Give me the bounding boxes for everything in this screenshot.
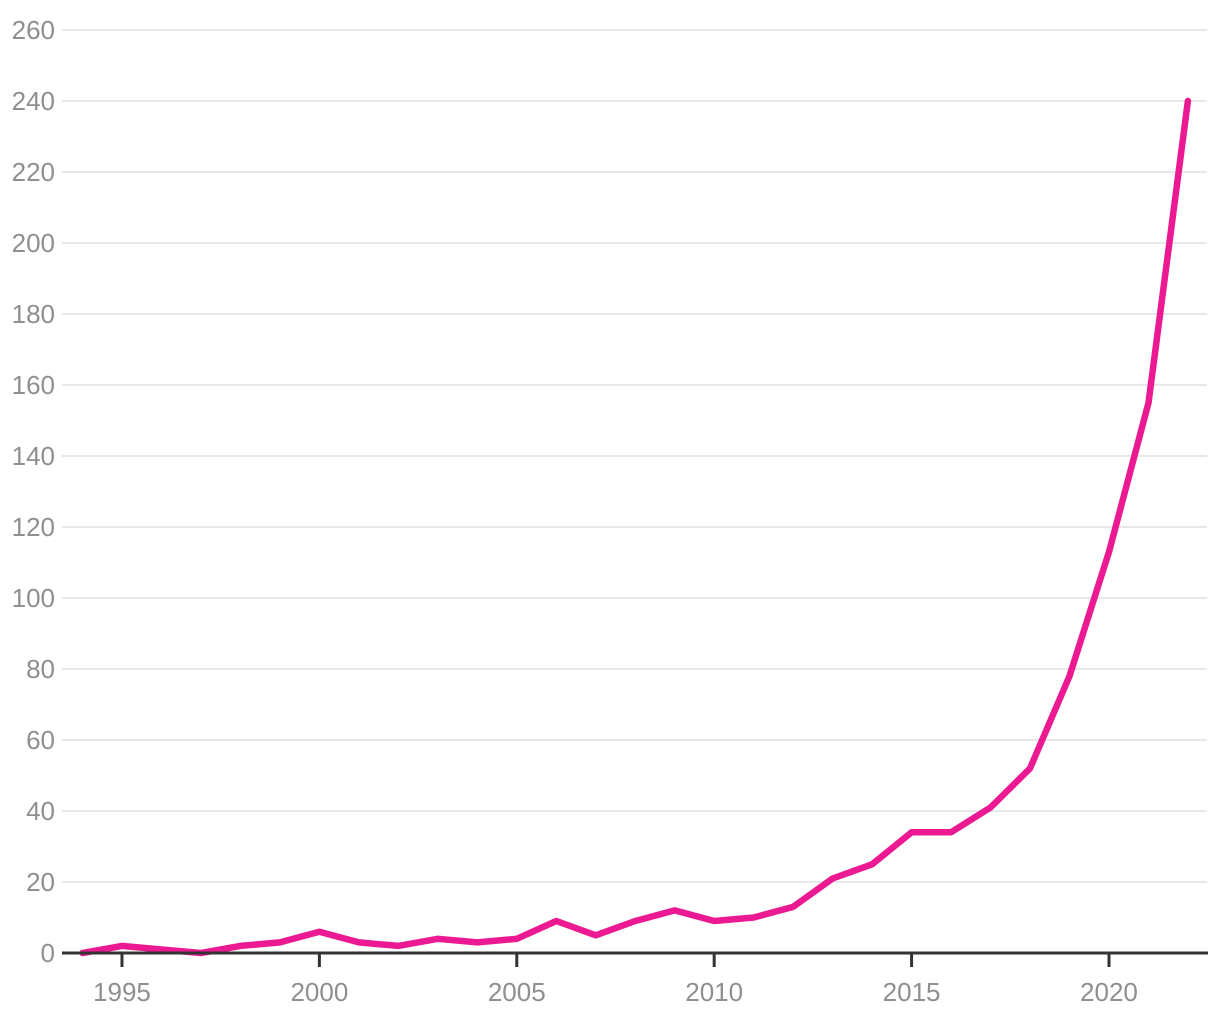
y-axis-tick-label: 260 — [12, 15, 55, 45]
y-axis-tick-label: 80 — [26, 654, 55, 684]
x-axis-tick-label: 2010 — [685, 977, 743, 1007]
x-axis-tick-label: 1995 — [93, 977, 151, 1007]
x-axis-tick-label: 2020 — [1080, 977, 1138, 1007]
x-axis-tick-label: 2005 — [488, 977, 546, 1007]
y-axis-tick-label: 100 — [12, 583, 55, 613]
y-axis-tick-label: 180 — [12, 299, 55, 329]
y-axis-tick-label: 240 — [12, 86, 55, 116]
data-line — [79, 97, 1192, 957]
y-axis-tick-label: 160 — [12, 370, 55, 400]
x-axis-tick-label: 2015 — [883, 977, 941, 1007]
y-axis-tick-label: 60 — [26, 725, 55, 755]
x-axis-tick-label: 2000 — [290, 977, 348, 1007]
y-axis-tick-label: 40 — [26, 796, 55, 826]
y-axis-tick-label: 120 — [12, 512, 55, 542]
y-axis-tick-label: 140 — [12, 441, 55, 471]
y-axis-tick-label: 220 — [12, 157, 55, 187]
y-axis-tick-label: 0 — [41, 938, 55, 968]
y-axis-tick-label: 20 — [26, 867, 55, 897]
y-axis-tick-label: 200 — [12, 228, 55, 258]
